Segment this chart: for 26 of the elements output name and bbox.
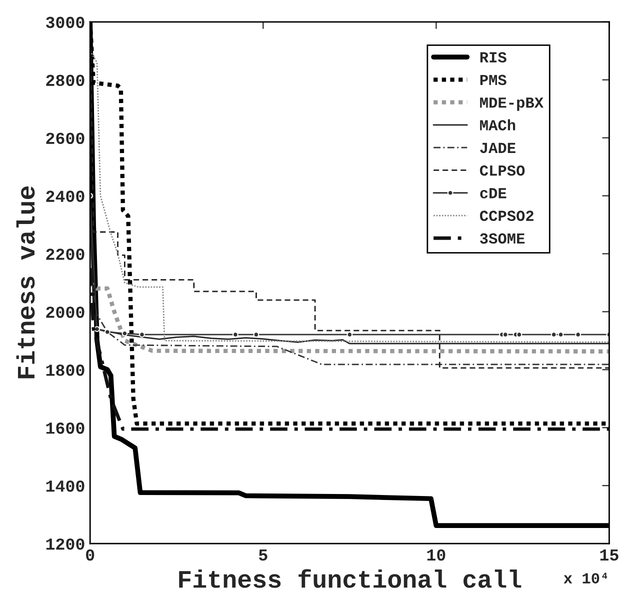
y-tick-label: 2000 bbox=[46, 306, 84, 318]
y-axis-title: Fitness value bbox=[16, 186, 35, 378]
x-tick-label: 15 bbox=[600, 550, 618, 561]
y-tick-label: 1200 bbox=[46, 538, 84, 550]
y-tick-label: 2400 bbox=[46, 190, 84, 202]
text: x 10⁴ bbox=[564, 572, 608, 584]
legend-label: JADE bbox=[480, 142, 516, 154]
x-tick-label: 5 bbox=[258, 550, 268, 561]
y-tick-label: 2200 bbox=[46, 248, 84, 260]
y-tick-label: 2800 bbox=[46, 74, 84, 86]
legend-label: RIS bbox=[480, 52, 506, 63]
y-tick-label: 3000 bbox=[46, 16, 84, 28]
y-tick-label: 1800 bbox=[46, 364, 84, 376]
legend-label: 3SOME bbox=[480, 233, 525, 244]
legend-label: CLPSO bbox=[480, 165, 525, 176]
legend-label: CCPSO2 bbox=[480, 210, 534, 222]
y-tick-label: 1600 bbox=[46, 422, 84, 434]
x-tick-label: 0 bbox=[86, 549, 94, 561]
x-tick-label: 10 bbox=[427, 549, 446, 561]
y-tick-label: 1400 bbox=[46, 480, 84, 492]
legend-label: MDE-pBX bbox=[480, 98, 544, 111]
legend-label: cDE bbox=[480, 188, 506, 198]
x-axis-title: Fitness functional call bbox=[179, 569, 522, 588]
y-tick-label: 2600 bbox=[46, 132, 84, 144]
legend-label: MACh bbox=[480, 119, 516, 130]
legend-label: PMS bbox=[480, 74, 506, 86]
